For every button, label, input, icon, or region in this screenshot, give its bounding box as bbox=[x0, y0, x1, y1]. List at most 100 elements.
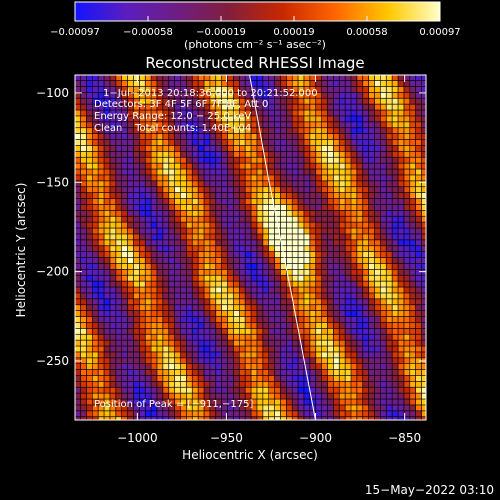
heatmap-cell bbox=[321, 263, 328, 269]
heatmap-cell bbox=[280, 275, 286, 281]
heatmap-cell bbox=[410, 86, 416, 92]
heatmap-cell bbox=[233, 328, 239, 334]
heatmap-cell bbox=[239, 175, 245, 181]
heatmap-cell bbox=[180, 399, 186, 405]
heatmap-cell bbox=[210, 411, 216, 417]
heatmap-cell bbox=[186, 110, 192, 116]
heatmap-cell bbox=[380, 187, 386, 193]
heatmap-cell bbox=[86, 328, 92, 334]
heatmap-cell bbox=[122, 128, 128, 134]
heatmap-cell bbox=[116, 110, 122, 116]
heatmap-cell bbox=[175, 405, 181, 411]
heatmap-cell bbox=[380, 252, 386, 258]
heatmap-cell bbox=[239, 287, 245, 293]
heatmap-cell bbox=[116, 116, 122, 122]
heatmap-cell bbox=[327, 281, 333, 287]
heatmap-cell bbox=[104, 340, 110, 346]
heatmap-cell bbox=[139, 92, 145, 98]
heatmap-cell bbox=[321, 169, 328, 175]
heatmap-cell bbox=[263, 252, 269, 258]
heatmap-cell bbox=[339, 204, 345, 210]
heatmap-cell bbox=[316, 423, 321, 428]
heatmap-cell bbox=[133, 134, 139, 140]
heatmap-cell bbox=[257, 316, 263, 323]
heatmap-cell bbox=[257, 169, 263, 175]
heatmap-cell bbox=[363, 204, 369, 210]
heatmap-cell bbox=[316, 375, 322, 381]
heatmap-cell bbox=[310, 287, 316, 293]
footer-timestamp: 15−May−2022 03:10 bbox=[365, 483, 494, 497]
heatmap-cell bbox=[369, 198, 375, 205]
heatmap-cell bbox=[428, 358, 433, 363]
heatmap-cell bbox=[216, 122, 222, 128]
heatmap-cell bbox=[410, 163, 416, 169]
heatmap-cell bbox=[339, 387, 345, 393]
heatmap-cell bbox=[257, 216, 263, 222]
heatmap-cell bbox=[163, 169, 169, 175]
heatmap-cell bbox=[169, 417, 175, 420]
heatmap-cell bbox=[210, 311, 216, 317]
heatmap-cell bbox=[169, 181, 175, 187]
heatmap-cell bbox=[198, 198, 204, 205]
heatmap-cell bbox=[139, 281, 145, 287]
heatmap-cell bbox=[257, 75, 263, 81]
heatmap-cell bbox=[374, 157, 381, 163]
heatmap-cell bbox=[386, 187, 392, 193]
heatmap-cell bbox=[239, 139, 245, 146]
heatmap-cell bbox=[239, 269, 245, 275]
heatmap-cell bbox=[257, 240, 263, 246]
heatmap-cell bbox=[122, 122, 128, 128]
heatmap-cell bbox=[157, 92, 163, 98]
heatmap-cell bbox=[139, 210, 145, 216]
heatmap-cell bbox=[410, 316, 416, 323]
heatmap-cell bbox=[245, 411, 251, 417]
heatmap-cell bbox=[127, 216, 134, 222]
heatmap-cell bbox=[186, 92, 192, 98]
heatmap-cell bbox=[363, 316, 369, 323]
heatmap-cell bbox=[169, 263, 175, 269]
heatmap-cell bbox=[227, 299, 234, 305]
heatmap-cell bbox=[263, 364, 269, 370]
heatmap-cell bbox=[398, 423, 403, 428]
heatmap-cell bbox=[216, 151, 222, 157]
heatmap-cell bbox=[410, 128, 416, 134]
heatmap-cell bbox=[333, 134, 339, 140]
heatmap-cell bbox=[257, 134, 263, 140]
heatmap-cell bbox=[345, 305, 351, 311]
heatmap-cell bbox=[404, 228, 410, 234]
heatmap-cell bbox=[274, 86, 281, 92]
heatmap-cell bbox=[204, 293, 210, 299]
heatmap-cell bbox=[192, 198, 198, 205]
heatmap-cell bbox=[286, 175, 292, 181]
heatmap-cell bbox=[392, 181, 398, 187]
heatmap-cell bbox=[104, 381, 110, 387]
heatmap-cell bbox=[410, 234, 416, 240]
heatmap-cell bbox=[310, 216, 316, 222]
heatmap-cell bbox=[404, 346, 410, 352]
heatmap-cell bbox=[75, 287, 81, 293]
heatmap-cell bbox=[210, 128, 216, 134]
heatmap-cell bbox=[298, 287, 304, 293]
heatmap-cell bbox=[139, 80, 145, 87]
heatmap-cell bbox=[175, 234, 181, 240]
heatmap-cell bbox=[133, 198, 139, 205]
heatmap-cell bbox=[304, 187, 310, 193]
heatmap-cell bbox=[404, 340, 410, 346]
heatmap-cell bbox=[227, 269, 234, 275]
heatmap-cell bbox=[216, 252, 222, 258]
heatmap-cell bbox=[357, 346, 363, 352]
heatmap-cell bbox=[363, 393, 369, 399]
heatmap-cell bbox=[80, 275, 87, 281]
heatmap-cell bbox=[151, 134, 157, 140]
heatmap-cell bbox=[110, 393, 116, 399]
heatmap-cell bbox=[133, 157, 139, 163]
heatmap-cell bbox=[327, 151, 333, 157]
heatmap-cell bbox=[333, 352, 339, 358]
heatmap-cell bbox=[369, 358, 375, 364]
heatmap-cell bbox=[357, 222, 363, 228]
heatmap-cell bbox=[298, 275, 304, 281]
heatmap-cell bbox=[104, 393, 110, 399]
heatmap-cell bbox=[345, 163, 351, 169]
heatmap-cell bbox=[321, 269, 328, 275]
heatmap-cell bbox=[134, 423, 139, 428]
